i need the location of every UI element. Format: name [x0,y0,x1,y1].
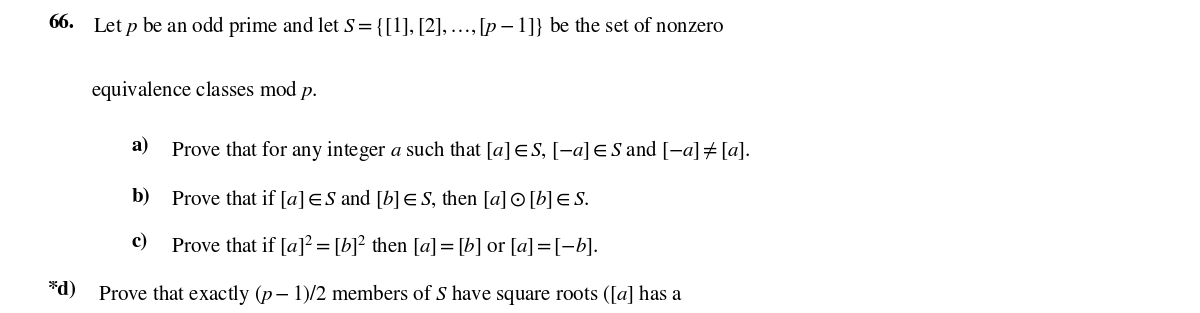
Text: Prove that exactly $(p-1)/2$ members of $S$ have square roots ($[a]$ has a: Prove that exactly $(p-1)/2$ members of … [89,282,684,307]
Text: a): a) [132,138,150,156]
Text: Let $p$ be an odd prime and let $S = \{[1], [2], \ldots, [p-1]\}$ be the set of : Let $p$ be an odd prime and let $S = \{[… [89,14,725,39]
Text: Prove that if $[a] \in S$ and $[b] \in S$, then $[a] \odot [b] \in S$.: Prove that if $[a] \in S$ and $[b] \in S… [161,188,589,211]
Text: b): b) [132,188,151,206]
Text: *d): *d) [48,282,77,300]
Text: equivalence classes mod $p$.: equivalence classes mod $p$. [91,78,318,103]
Text: 66.: 66. [48,14,74,32]
Text: Prove that for any integer $a$ such that $[a] \in S$, $[-a] \in S$ and $[-a] \ne: Prove that for any integer $a$ such that… [161,138,750,163]
Text: Prove that if $[a]^2 = [b]^2$ then $[a] = [b]$ or $[a] = [-b]$.: Prove that if $[a]^2 = [b]^2$ then $[a] … [161,233,598,258]
Text: c): c) [132,233,149,251]
